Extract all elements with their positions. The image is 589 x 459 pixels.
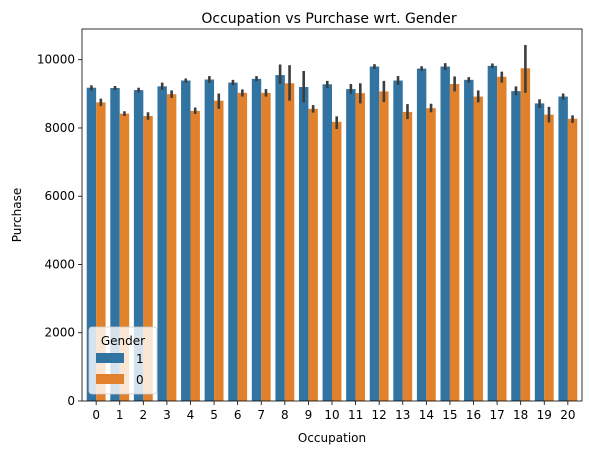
x-tick-label: 6 [234, 408, 242, 422]
x-tick-label: 10 [324, 408, 339, 422]
bar-gender-1-occupation-2 [133, 90, 144, 401]
bars [86, 65, 578, 402]
y-tick-label: 10000 [37, 53, 75, 67]
x-tick-label: 3 [163, 408, 171, 422]
y-tick-label: 6000 [44, 189, 75, 203]
x-tick-label: 18 [513, 408, 528, 422]
x-tick-label: 13 [395, 408, 410, 422]
bar-gender-0-occupation-1 [119, 113, 130, 401]
bar-gender-0-occupation-11 [355, 93, 366, 401]
bar-gender-0-occupation-12 [379, 91, 389, 402]
bar-gender-0-occupation-13 [402, 111, 413, 402]
bar-gender-0-occupation-3 [166, 94, 177, 401]
bar-gender-1-occupation-13 [393, 80, 403, 401]
legend-label-0: 0 [136, 373, 144, 387]
bar-gender-0-occupation-16 [473, 96, 483, 401]
x-axis: 0 1 2 3 4 5 6 7 8 9 10 11 12 13 14 15 16 17 18 19 20 [92, 401, 575, 422]
x-tick-label: 14 [419, 408, 434, 422]
bar-gender-1-occupation-3 [157, 86, 167, 401]
x-tick-label: 4 [187, 408, 195, 422]
x-axis-label: Occupation [298, 431, 366, 445]
bar-gender-0-occupation-7 [261, 92, 271, 401]
y-tick-label: 2000 [44, 326, 75, 340]
x-tick-label: 20 [560, 408, 575, 422]
x-tick-label: 0 [92, 408, 100, 422]
bar-gender-0-occupation-2 [143, 116, 153, 401]
bar-gender-0-occupation-9 [308, 108, 318, 402]
bar-gender-1-occupation-0 [86, 87, 97, 401]
y-axis-label: Purchase [10, 188, 24, 243]
bar-gender-0-occupation-14 [426, 108, 436, 402]
bar-gender-1-occupation-9 [298, 87, 309, 402]
bar-gender-1-occupation-4 [181, 80, 191, 401]
bar-gender-0-occupation-0 [96, 102, 106, 401]
bar-gender-1-occupation-19 [534, 103, 545, 402]
bar-gender-0-occupation-8 [284, 83, 295, 401]
y-tick-label: 8000 [44, 121, 75, 135]
x-tick-label: 9 [305, 408, 313, 422]
bar-gender-1-occupation-12 [369, 66, 380, 401]
x-tick-label: 8 [281, 408, 289, 422]
y-tick-label: 4000 [44, 257, 75, 271]
bar-gender-1-occupation-7 [251, 78, 262, 401]
bar-gender-1-occupation-18 [511, 91, 521, 402]
x-tick-label: 2 [139, 408, 147, 422]
legend-swatch-1 [96, 353, 124, 363]
y-axis: 0 2000 4000 6000 8000 10000 [37, 53, 82, 408]
x-tick-label: 12 [372, 408, 387, 422]
bar-gender-1-occupation-11 [346, 89, 356, 401]
bar-gender-1-occupation-20 [558, 96, 568, 401]
bar-gender-1-occupation-1 [110, 88, 120, 401]
legend-swatch-0 [96, 374, 124, 384]
x-tick-label: 11 [348, 408, 363, 422]
x-tick-label: 19 [537, 408, 552, 422]
bar-gender-1-occupation-15 [440, 66, 450, 401]
bar-gender-1-occupation-6 [228, 82, 238, 401]
bar-gender-1-occupation-17 [487, 65, 498, 402]
bar-gender-0-occupation-10 [332, 121, 342, 401]
x-tick-label: 16 [466, 408, 481, 422]
bar-gender-0-occupation-18 [520, 68, 531, 401]
x-tick-label: 15 [442, 408, 457, 422]
x-tick-label: 17 [489, 408, 504, 422]
bar-gender-0-occupation-4 [190, 110, 200, 401]
bar-gender-0-occupation-19 [544, 114, 554, 401]
bar-gender-0-occupation-6 [237, 92, 248, 401]
x-tick-label: 1 [116, 408, 124, 422]
error-bars [90, 45, 574, 129]
y-tick-label: 0 [67, 394, 75, 408]
chart-title: Occupation vs Purchase wrt. Gender [201, 11, 457, 27]
legend-label-1: 1 [136, 352, 144, 366]
x-tick-label: 7 [257, 408, 265, 422]
bar-gender-0-occupation-20 [567, 118, 578, 401]
bar-gender-0-occupation-15 [449, 83, 460, 401]
bar-gender-1-occupation-8 [275, 75, 285, 401]
bar-gender-1-occupation-16 [464, 79, 474, 401]
bar-gender-1-occupation-5 [204, 79, 215, 401]
legend-title: Gender [101, 334, 145, 348]
bar-gender-0-occupation-17 [497, 76, 507, 401]
bar-gender-0-occupation-5 [214, 100, 224, 402]
legend: Gender 1 0 [88, 326, 158, 395]
x-tick-label: 5 [210, 408, 218, 422]
bar-gender-1-occupation-14 [416, 68, 427, 401]
bar-gender-1-occupation-10 [322, 84, 332, 401]
